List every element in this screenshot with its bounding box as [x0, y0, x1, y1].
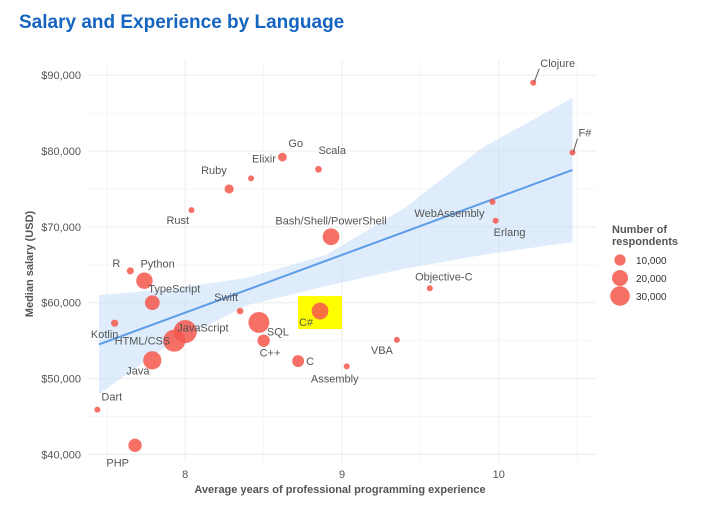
label-leader: [533, 68, 540, 82]
point-label-rust: Rust: [166, 215, 189, 227]
point-swift: [236, 307, 244, 315]
legend-key-circle: [610, 286, 630, 306]
point-label-html-css: HTML/CSS: [115, 336, 171, 348]
legend-title-line1: Number of: [612, 224, 667, 236]
point-assembly: [343, 363, 350, 370]
point-c-: [257, 334, 270, 347]
point-bash-shell-powershell: [322, 228, 340, 246]
point-kotlin: [111, 319, 119, 327]
legend-key-label: 30,000: [636, 292, 667, 303]
x-tick-label: 8: [182, 469, 188, 481]
point-r: [126, 267, 134, 275]
point-label-sql: SQL: [267, 326, 289, 338]
confidence-band: [99, 97, 573, 394]
point-label-javascript: JavaScript: [177, 323, 228, 335]
point-typescript: [144, 295, 160, 311]
point-label-python: Python: [140, 259, 174, 271]
point-label-elixir: Elixir: [252, 153, 276, 165]
point-java: [143, 351, 162, 370]
confidence-band-area: [99, 97, 573, 394]
point-clojure: [530, 79, 537, 86]
point-label-dart: Dart: [101, 392, 122, 404]
point-label-c: C: [306, 356, 314, 368]
point-vba: [393, 336, 400, 343]
point-label-typescript: TypeScript: [148, 284, 200, 296]
point-go: [278, 152, 287, 162]
point-label-assembly: Assembly: [311, 373, 359, 385]
point-label-c-: C++: [260, 348, 281, 360]
point-label-r: R: [112, 258, 120, 270]
legend-key-circle: [611, 269, 629, 287]
chart-title: Salary and Experience by Language: [19, 12, 345, 33]
point-c: [292, 355, 305, 368]
point-webassembly: [489, 198, 496, 205]
point-label-bash-shell-powershell: Bash/Shell/PowerShell: [275, 216, 386, 228]
point-scala: [315, 165, 322, 173]
y-tick-label: $80,000: [41, 146, 81, 158]
point-erlang: [492, 217, 499, 224]
points-layer: [94, 79, 576, 453]
y-tick-label: $70,000: [41, 222, 81, 234]
axis-ticks: 8 9 10 $40,000 $50,000 $60,000 $70,000 $80,000 $…: [41, 70, 505, 481]
point-elixir: [248, 175, 255, 182]
point-dart: [94, 406, 101, 413]
point-label-go: Go: [288, 138, 303, 150]
point-objective-c: [426, 285, 433, 292]
y-axis-title: Median salary (USD): [24, 210, 36, 317]
point-label-ruby: Ruby: [201, 165, 227, 177]
point-sql: [248, 312, 270, 333]
point-label-clojure: Clojure: [540, 58, 575, 70]
point-ruby: [224, 184, 234, 194]
point-label-erlang: Erlang: [494, 227, 526, 239]
point-php: [128, 438, 142, 453]
y-tick-label: $40,000: [41, 449, 81, 461]
legend-key-label: 10,000: [636, 256, 667, 267]
point-rust: [188, 207, 195, 214]
point-labels: Clojure F# Go Scala Elixir Ruby Rust WebAssembl…: [91, 58, 592, 470]
point-label-webassembly: WebAssembly: [414, 208, 485, 220]
label-leader: [573, 138, 578, 152]
x-tick-label: 10: [493, 469, 505, 481]
point-label-vba: VBA: [371, 345, 394, 357]
point-label-java: Java: [126, 365, 150, 377]
y-tick-label: $50,000: [41, 374, 81, 386]
legend-key-circle: [614, 254, 626, 266]
legend-key-label: 20,000: [636, 274, 667, 285]
point-f-: [569, 149, 576, 156]
point-label-f-: F#: [578, 128, 592, 140]
point-python: [136, 272, 153, 289]
point-c-: [311, 302, 329, 320]
point-label-swift: Swift: [214, 292, 238, 304]
point-html-css: [163, 329, 186, 352]
point-label-objective-c: Objective-C: [415, 271, 473, 283]
point-label-kotlin: Kotlin: [91, 329, 119, 341]
y-tick-label: $90,000: [41, 70, 81, 82]
x-tick-label: 9: [339, 469, 345, 481]
legend-title-line2: respondents: [612, 236, 678, 248]
y-tick-label: $60,000: [41, 298, 81, 310]
point-label-c-: C#: [299, 317, 314, 329]
x-axis-title: Average years of professional programmin…: [194, 484, 485, 496]
point-label-scala: Scala: [318, 145, 346, 157]
point-label-php: PHP: [106, 457, 129, 469]
